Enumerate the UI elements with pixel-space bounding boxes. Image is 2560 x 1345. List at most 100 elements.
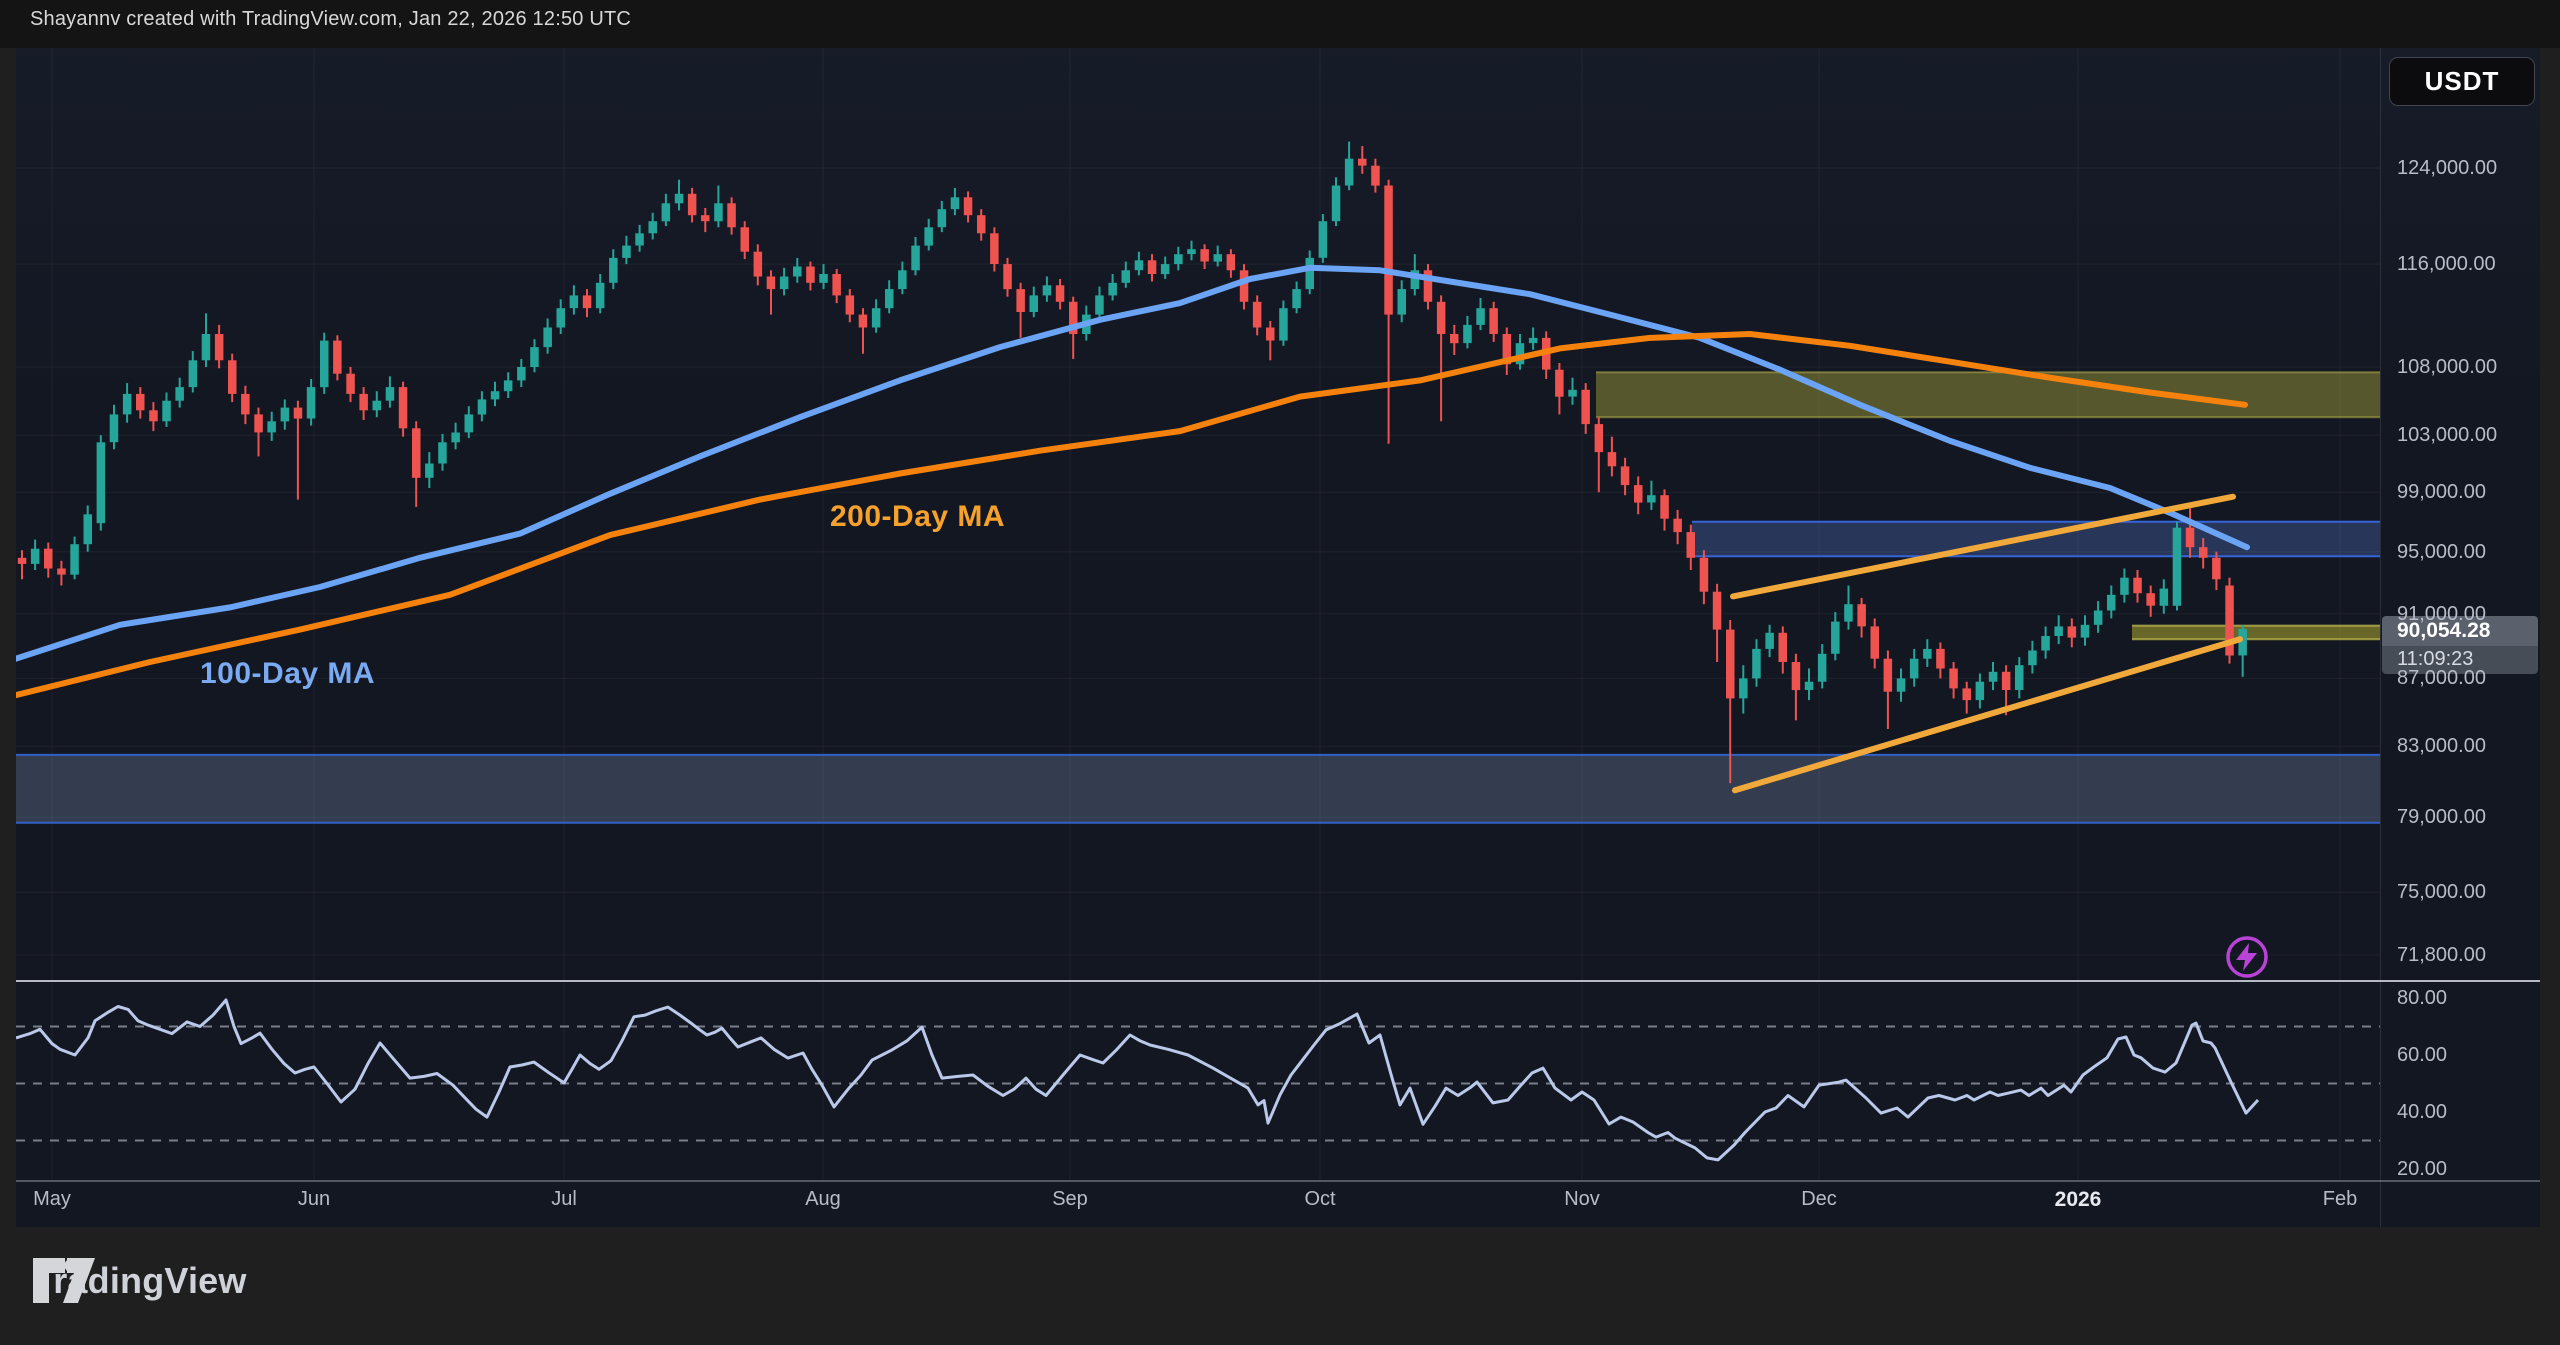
candle-body	[438, 442, 447, 464]
candle-body	[1581, 389, 1590, 425]
candle-body	[70, 544, 79, 575]
candle-body	[1292, 289, 1301, 309]
candle-body	[2015, 665, 2024, 690]
candle-body	[1620, 466, 1630, 486]
candle-body	[1988, 671, 1998, 682]
rsi-axis-label: 40.00	[2397, 1101, 2448, 1123]
ma100-line[interactable]	[16, 264, 2250, 662]
candle-body	[1266, 327, 1275, 341]
candle-body	[1752, 648, 1761, 679]
candle-body	[2120, 577, 2129, 595]
candle-body	[451, 432, 460, 443]
currency-badge-label: USDT	[2424, 66, 2500, 96]
bar-countdown: 11:09:23	[2382, 645, 2538, 674]
candle-body	[2041, 636, 2050, 651]
candle-body	[701, 215, 710, 222]
candle-body	[1870, 626, 1879, 659]
candle-body	[1502, 334, 1512, 365]
candle-body	[2146, 593, 2155, 606]
wedge-lower-trendline[interactable]	[1732, 636, 2243, 794]
wedge-upper-trendline[interactable]	[1730, 493, 2236, 600]
rsi-axis-label: 80.00	[2397, 987, 2448, 1009]
level-band-90k[interactable]	[2132, 625, 2380, 640]
candle-body	[372, 400, 381, 411]
candle-body	[582, 295, 592, 309]
candle-body	[83, 514, 92, 545]
candle-body	[2212, 557, 2221, 580]
candle-body	[1726, 629, 1735, 699]
candle-body	[1568, 389, 1577, 397]
supply-zone-104-107k[interactable]	[1596, 372, 2380, 418]
candle-body	[990, 233, 999, 264]
candle-body	[477, 399, 487, 415]
candle-body	[871, 308, 881, 328]
candle-body	[2093, 610, 2103, 625]
time-axis-label-sep: Sep	[1052, 1188, 1088, 1210]
candle-body	[2133, 577, 2142, 594]
flash-button[interactable]	[2222, 932, 2272, 982]
candle-body	[503, 380, 513, 392]
candle-body	[241, 393, 250, 415]
candle-body	[819, 274, 828, 283]
candle-body	[806, 266, 815, 283]
price-axis-label: 91,000.00	[2397, 602, 2486, 625]
support-zone-79-82k[interactable]	[16, 754, 2380, 823]
candle-body	[1778, 632, 1787, 662]
candle-body	[1410, 270, 1420, 290]
candle-body	[1358, 158, 1367, 166]
candle-body	[2080, 624, 2090, 638]
candle-body	[556, 308, 565, 328]
ma200-label[interactable]: 200-Day MA	[830, 500, 1006, 533]
candle-body	[1804, 681, 1814, 690]
candle-body	[464, 414, 473, 433]
main-price-chart[interactable]	[16, 48, 2380, 981]
tradingview-watermark[interactable]: TradingView	[33, 1258, 247, 1303]
time-axis[interactable]: May Jun Jul Aug Sep Oct Nov Dec 2026 Feb	[0, 1188, 2560, 1226]
ma200-line[interactable]	[16, 331, 2248, 699]
time-axis-label-jul: Jul	[551, 1188, 577, 1210]
candle-body	[149, 410, 158, 422]
candle-body	[1844, 604, 1853, 622]
candle-body	[2185, 527, 2195, 548]
candle-body	[2172, 527, 2182, 606]
candle-body	[1909, 658, 1919, 679]
time-axis-label-nov: Nov	[1564, 1188, 1600, 1210]
rsi-axis-label: 20.00	[2397, 1158, 2448, 1180]
candle-body	[398, 387, 408, 429]
price-axis-label: 103,000.00	[2397, 424, 2498, 447]
candle-body	[832, 274, 841, 296]
candle-body	[1187, 249, 1196, 255]
candle-body	[1279, 308, 1288, 341]
candle-body	[2028, 650, 2037, 666]
candle-body	[214, 334, 224, 361]
candle-body	[1817, 653, 1827, 682]
candle-body	[937, 209, 947, 228]
time-axis-label-jun: Jun	[297, 1188, 331, 1210]
pane-separator[interactable]	[16, 980, 2540, 982]
candle-body	[162, 400, 171, 422]
candle-body	[727, 203, 736, 228]
currency-badge[interactable]: USDT	[2389, 57, 2535, 106]
candle-body	[1384, 185, 1393, 315]
ma100-label[interactable]: 100-Day MA	[200, 657, 376, 690]
candle-body	[1489, 308, 1498, 334]
candle-body	[687, 193, 697, 216]
candle-body	[753, 251, 763, 277]
time-axis-label-aug: Aug	[805, 1188, 841, 1210]
price-axis-label: 95,000.00	[2397, 540, 2486, 563]
candle-body	[1344, 158, 1354, 186]
candle-body	[858, 314, 868, 328]
candle-body	[293, 407, 303, 419]
candle-body	[609, 257, 618, 283]
time-axis-label-dec: Dec	[1801, 1188, 1837, 1210]
credit-bar: Shayannv created with TradingView.com, J…	[0, 0, 2560, 48]
candle-body	[2001, 671, 2011, 690]
rsi-indicator-chart[interactable]	[16, 983, 2380, 1180]
last-price-value: 90,054.28	[2382, 615, 2538, 646]
candle-body	[766, 276, 776, 290]
candle-body	[1936, 648, 1945, 669]
candle-body	[1673, 518, 1682, 533]
price-axis[interactable]: USDT 90,054.28 11:09:23 124,000.00 116,00…	[2381, 48, 2540, 1180]
candle-body	[1160, 264, 1170, 275]
candle-body	[30, 548, 40, 564]
